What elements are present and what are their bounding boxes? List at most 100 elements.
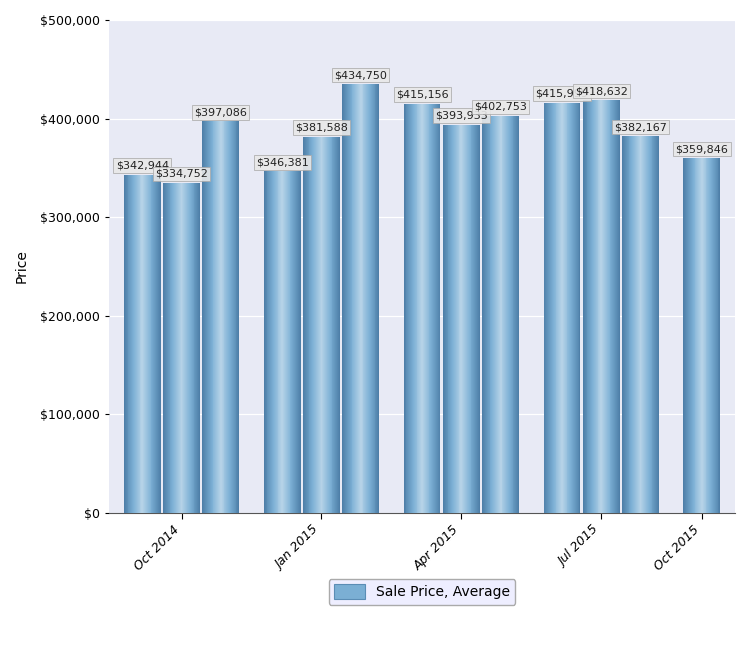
Bar	[600, 100, 602, 513]
Bar	[445, 125, 446, 513]
Bar	[706, 158, 707, 513]
Bar	[264, 172, 265, 513]
Bar	[235, 121, 236, 513]
Bar	[347, 84, 348, 513]
Bar	[365, 84, 366, 513]
Bar	[192, 183, 193, 513]
Bar	[231, 121, 232, 513]
Bar	[152, 175, 153, 513]
Bar	[654, 136, 656, 513]
Bar	[578, 103, 580, 513]
Bar	[311, 137, 312, 513]
Bar	[623, 136, 624, 513]
Bar	[298, 172, 300, 513]
Bar	[653, 136, 654, 513]
Text: $381,588: $381,588	[295, 123, 348, 133]
Bar	[361, 84, 362, 513]
Text: $359,846: $359,846	[676, 144, 728, 154]
Bar	[290, 172, 291, 513]
Bar	[323, 137, 324, 513]
Bar	[424, 103, 426, 513]
Bar	[124, 175, 126, 513]
Bar	[372, 84, 373, 513]
Bar	[224, 121, 226, 513]
Bar	[595, 100, 596, 513]
Bar	[497, 116, 498, 513]
Bar	[607, 100, 608, 513]
Bar	[573, 103, 574, 513]
Bar	[457, 125, 458, 513]
Bar	[422, 103, 423, 513]
Bar	[651, 136, 652, 513]
Bar	[577, 103, 578, 513]
Bar	[477, 125, 478, 513]
Bar	[135, 175, 136, 513]
Bar	[629, 136, 631, 513]
Bar	[330, 137, 331, 513]
Bar	[177, 183, 178, 513]
Bar	[236, 121, 238, 513]
Bar	[289, 172, 290, 513]
Bar	[518, 116, 519, 513]
Text: $334,752: $334,752	[155, 169, 208, 179]
Bar	[172, 183, 173, 513]
Bar	[698, 158, 699, 513]
Bar	[169, 183, 170, 513]
Bar	[624, 136, 625, 513]
Bar	[642, 136, 644, 513]
Bar	[148, 175, 150, 513]
Bar	[377, 84, 378, 513]
Bar	[370, 84, 372, 513]
Bar	[693, 158, 694, 513]
Bar	[268, 172, 269, 513]
Bar	[265, 172, 266, 513]
Bar	[286, 172, 288, 513]
Bar	[696, 158, 698, 513]
Bar	[316, 137, 318, 513]
Bar	[427, 103, 428, 513]
Bar	[166, 183, 168, 513]
Bar	[585, 100, 586, 513]
Bar	[274, 172, 276, 513]
Bar	[565, 103, 566, 513]
Bar	[687, 158, 688, 513]
Bar	[303, 137, 304, 513]
Bar	[350, 84, 352, 513]
Bar	[228, 121, 229, 513]
Bar	[164, 183, 165, 513]
Legend: Sale Price, Average: Sale Price, Average	[328, 579, 515, 605]
Bar	[694, 158, 695, 513]
Bar	[708, 158, 710, 513]
Bar	[499, 116, 500, 513]
Bar	[285, 172, 286, 513]
Bar	[562, 103, 563, 513]
Bar	[345, 84, 346, 513]
Bar	[348, 84, 349, 513]
Bar	[415, 103, 416, 513]
Bar	[423, 103, 424, 513]
Bar	[276, 172, 277, 513]
Bar	[715, 158, 716, 513]
Bar	[156, 175, 157, 513]
Bar	[234, 121, 235, 513]
Bar	[455, 125, 456, 513]
Bar	[599, 100, 600, 513]
Bar	[466, 125, 468, 513]
Bar	[627, 136, 628, 513]
Bar	[612, 100, 614, 513]
Bar	[170, 183, 172, 513]
Bar	[238, 121, 239, 513]
Bar	[369, 84, 370, 513]
Bar	[487, 116, 488, 513]
Bar	[145, 175, 146, 513]
Bar	[452, 125, 453, 513]
Bar	[553, 103, 554, 513]
Bar	[658, 136, 659, 513]
Bar	[140, 175, 141, 513]
Bar	[182, 183, 184, 513]
Bar	[439, 103, 440, 513]
Bar	[185, 183, 186, 513]
Bar	[546, 103, 548, 513]
Bar	[603, 100, 604, 513]
Bar	[295, 172, 296, 513]
